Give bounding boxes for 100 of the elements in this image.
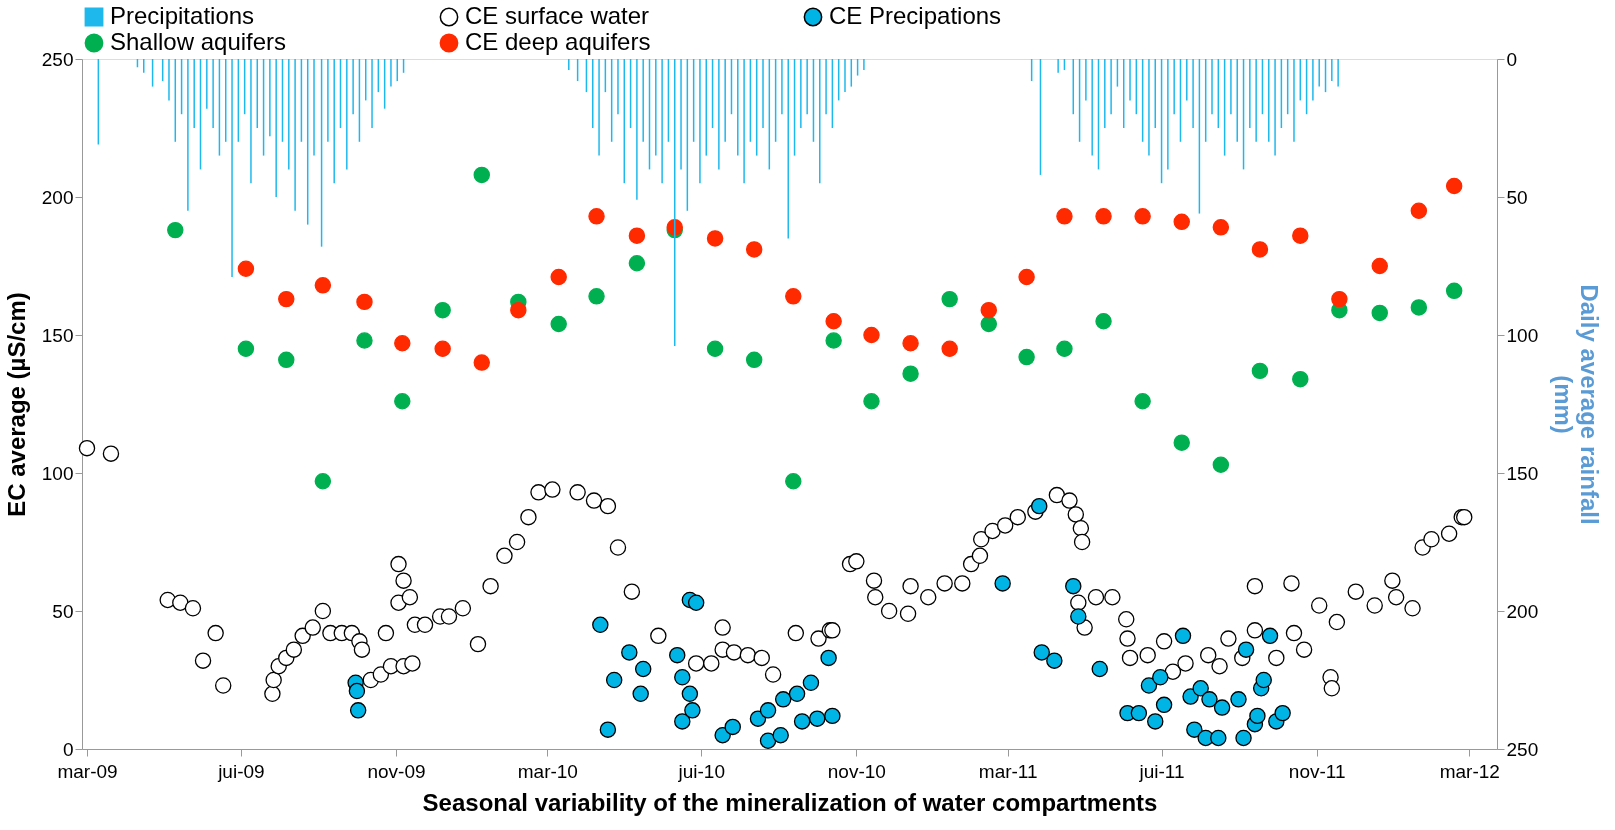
point [1140, 677, 1158, 694]
legend-label: CE Precipations [829, 2, 1002, 29]
point [825, 312, 842, 330]
point [1095, 208, 1112, 225]
point [394, 393, 411, 410]
point [356, 293, 373, 311]
y2-tick-label: 0 [1506, 48, 1518, 70]
point [863, 326, 880, 344]
y2-tick-label: 50 [1506, 186, 1528, 208]
point [1201, 691, 1218, 708]
point [980, 315, 998, 333]
point [1255, 671, 1272, 689]
point [824, 707, 841, 725]
point [237, 340, 255, 358]
point [550, 268, 567, 286]
point [1046, 652, 1063, 669]
point [599, 721, 617, 738]
point [1251, 362, 1269, 380]
point [825, 332, 842, 349]
point [1237, 641, 1255, 658]
x-axis-title: Seasonal variability of the mineralization of water compartments [422, 788, 1158, 816]
y2-tick-label: 100 [1506, 324, 1539, 346]
point [473, 166, 490, 184]
point [902, 335, 919, 352]
point [1371, 257, 1388, 275]
point [1018, 348, 1035, 366]
point [820, 649, 837, 667]
y2-tick-label: 150 [1506, 462, 1539, 484]
point [356, 332, 373, 349]
point [684, 702, 701, 719]
point [394, 335, 411, 352]
point [1056, 340, 1073, 358]
point [1371, 304, 1388, 322]
point [759, 702, 777, 719]
point [1249, 707, 1266, 725]
point [785, 288, 802, 305]
point [1445, 177, 1463, 195]
point [1070, 608, 1087, 625]
y-tick-label: 100 [41, 462, 74, 484]
point [994, 575, 1011, 592]
point [681, 685, 699, 703]
x-tick-label: nov-10 [827, 760, 886, 782]
point [980, 301, 998, 319]
point [1033, 644, 1050, 661]
point [634, 660, 652, 678]
point [674, 669, 691, 686]
x-tick-label: jui-10 [677, 760, 725, 782]
point [434, 301, 451, 319]
point [1410, 299, 1428, 316]
point [1251, 241, 1269, 258]
x-tick-label: mar-12 [1439, 760, 1500, 782]
point [278, 351, 295, 369]
legend-label: CE surface water [465, 2, 650, 29]
point [473, 354, 490, 371]
x-tick-label: mar-09 [57, 760, 118, 782]
point [1134, 393, 1151, 410]
y-tick-label: 0 [62, 738, 74, 760]
point [1292, 227, 1309, 244]
point [941, 290, 958, 308]
point [1261, 627, 1279, 645]
point [1173, 434, 1190, 451]
point [863, 393, 880, 410]
point [1095, 312, 1112, 330]
point [902, 365, 919, 382]
point [788, 685, 806, 703]
y2-tick-label: 250 [1506, 738, 1539, 760]
point [1292, 370, 1309, 388]
point [1410, 202, 1428, 220]
point [1018, 268, 1035, 286]
y-tick-label: 200 [41, 186, 74, 208]
point [605, 671, 623, 689]
x-tick-label: jui-09 [217, 760, 265, 782]
y-tick-label: 50 [52, 600, 74, 622]
point [314, 277, 332, 294]
y-axis-title: EC average (µS/cm) [2, 292, 30, 517]
point [550, 315, 567, 333]
point [724, 718, 741, 736]
point [278, 290, 295, 308]
point [348, 682, 366, 700]
point [1134, 208, 1151, 225]
point [774, 691, 792, 708]
point [314, 473, 332, 490]
point [1212, 219, 1230, 236]
point [941, 340, 958, 358]
point [706, 340, 724, 358]
x-tick-label: jui-11 [1138, 760, 1185, 782]
point [1056, 208, 1073, 225]
point [759, 732, 777, 749]
point [1147, 713, 1164, 730]
point [793, 713, 811, 730]
point [349, 702, 367, 719]
point [1030, 497, 1048, 515]
point [1331, 290, 1348, 308]
x-tick-label: nov-09 [367, 760, 426, 782]
point [628, 227, 646, 244]
point [1445, 282, 1463, 300]
point [745, 351, 763, 369]
point [1235, 729, 1252, 747]
legend-label: Shallow aquifers [110, 28, 287, 55]
point [1192, 680, 1209, 697]
